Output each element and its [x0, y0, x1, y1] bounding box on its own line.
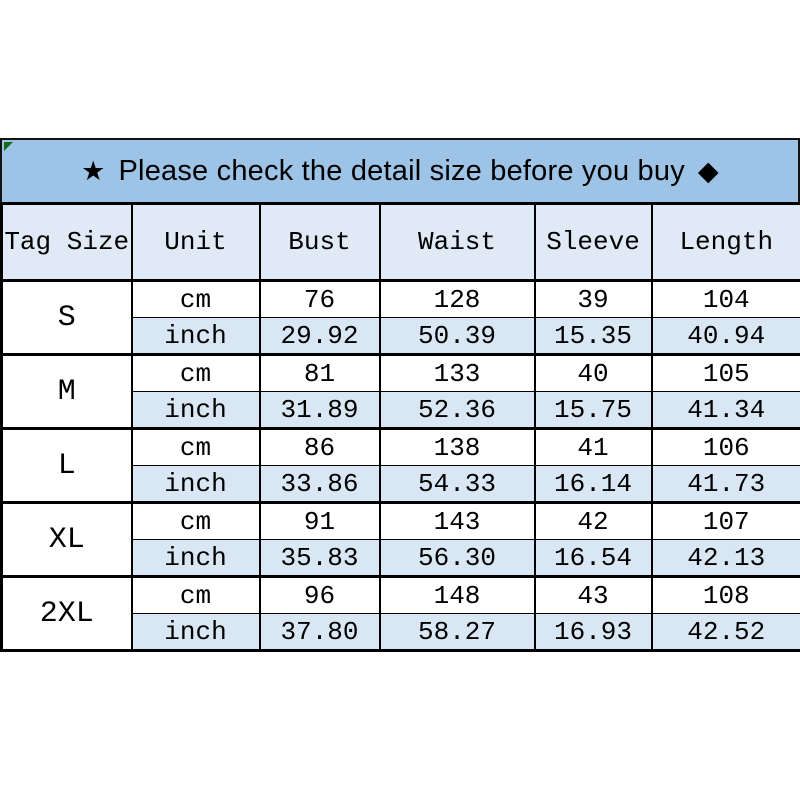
header-tag-size: Tag Size	[0, 202, 133, 282]
size-group-xl: XL cm 91 143 42 107 inch 35.83 56.30 16.…	[0, 501, 800, 578]
header-waist: Waist	[378, 202, 536, 282]
tag-size-cell: S	[0, 279, 133, 355]
tag-size-cell: XL	[0, 501, 133, 577]
header-sleeve: Sleeve	[533, 202, 653, 282]
header-row: Tag Size Unit Bust Waist Sleeve Length	[0, 202, 800, 282]
waist-cm-cell: 148	[378, 575, 536, 614]
table-row: S cm 76 128 39 104	[0, 279, 800, 355]
unit-inch-cell: inch	[130, 539, 261, 578]
star-icon: ★	[81, 155, 106, 186]
waist-inch-cell: 54.33	[378, 465, 536, 504]
sleeve-cm-cell: 41	[533, 427, 653, 466]
tag-size-cell: M	[0, 353, 133, 429]
sleeve-cm-cell: 39	[533, 279, 653, 318]
table-row: 2XL cm 96 148 43 108	[0, 575, 800, 651]
bust-inch-cell: 35.83	[258, 539, 381, 578]
diamond-icon: ◆	[697, 155, 719, 186]
bust-inch-cell: 37.80	[258, 613, 381, 652]
size-group-2xl: 2XL cm 96 148 43 108 inch 37.80 58.27 16…	[0, 575, 800, 652]
unit-inch-cell: inch	[130, 317, 261, 356]
length-cm-cell: 108	[650, 575, 800, 614]
bust-cm-cell: 76	[258, 279, 381, 318]
unit-cm-cell: cm	[130, 353, 261, 392]
tag-size-cell: 2XL	[0, 575, 133, 651]
sleeve-inch-cell: 16.93	[533, 613, 653, 652]
table-row: M cm 81 133 40 105	[0, 353, 800, 429]
bust-inch-cell: 33.86	[258, 465, 381, 504]
length-cm-cell: 104	[650, 279, 800, 318]
tag-size-cell: L	[0, 427, 133, 503]
length-cm-cell: 107	[650, 501, 800, 540]
waist-cm-cell: 138	[378, 427, 536, 466]
unit-cm-cell: cm	[130, 427, 261, 466]
waist-cm-cell: 128	[378, 279, 536, 318]
size-group-s: S cm 76 128 39 104 inch 29.92 50.39 15.3…	[0, 279, 800, 356]
table-row: inch 29.92 50.39 15.35 40.94	[2, 317, 800, 356]
unit-cm-cell: cm	[130, 279, 261, 318]
size-group-l: L cm 86 138 41 106 inch 33.86 54.33 16.1…	[0, 427, 800, 504]
size-group-m: M cm 81 133 40 105 inch 31.89 52.36 15.7…	[0, 353, 800, 430]
bust-cm-cell: 96	[258, 575, 381, 614]
sleeve-inch-cell: 15.75	[533, 391, 653, 430]
length-cm-cell: 105	[650, 353, 800, 392]
header-unit: Unit	[130, 202, 261, 282]
corner-marker-icon	[4, 142, 13, 151]
sleeve-cm-cell: 42	[533, 501, 653, 540]
length-cm-cell: 106	[650, 427, 800, 466]
bust-cm-cell: 91	[258, 501, 381, 540]
table-row: inch 37.80 58.27 16.93 42.52	[2, 613, 800, 652]
sleeve-inch-cell: 16.54	[533, 539, 653, 578]
notice-banner-text: Please check the detail size before you …	[118, 154, 685, 187]
waist-cm-cell: 133	[378, 353, 536, 392]
table-row: inch 31.89 52.36 15.75 41.34	[2, 391, 800, 430]
bust-inch-cell: 31.89	[258, 391, 381, 430]
length-inch-cell: 41.73	[650, 465, 800, 504]
unit-inch-cell: inch	[130, 613, 261, 652]
bust-cm-cell: 81	[258, 353, 381, 392]
waist-inch-cell: 56.30	[378, 539, 536, 578]
sleeve-cm-cell: 40	[533, 353, 653, 392]
bust-inch-cell: 29.92	[258, 317, 381, 356]
sleeve-cm-cell: 43	[533, 575, 653, 614]
header-length: Length	[650, 202, 800, 282]
length-inch-cell: 42.52	[650, 613, 800, 652]
table-row: inch 35.83 56.30 16.54 42.13	[2, 539, 800, 578]
sleeve-inch-cell: 15.35	[533, 317, 653, 356]
length-inch-cell: 41.34	[650, 391, 800, 430]
waist-inch-cell: 50.39	[378, 317, 536, 356]
bust-cm-cell: 86	[258, 427, 381, 466]
size-table: Tag Size Unit Bust Waist Sleeve Length S…	[0, 202, 800, 652]
header-bust: Bust	[258, 202, 381, 282]
unit-cm-cell: cm	[130, 501, 261, 540]
waist-inch-cell: 58.27	[378, 613, 536, 652]
length-inch-cell: 42.13	[650, 539, 800, 578]
notice-banner: ★ Please check the detail size before yo…	[0, 138, 800, 204]
waist-inch-cell: 52.36	[378, 391, 536, 430]
table-row: XL cm 91 143 42 107	[0, 501, 800, 577]
waist-cm-cell: 143	[378, 501, 536, 540]
unit-inch-cell: inch	[130, 391, 261, 430]
unit-cm-cell: cm	[130, 575, 261, 614]
table-row: inch 33.86 54.33 16.14 41.73	[2, 465, 800, 504]
sleeve-inch-cell: 16.14	[533, 465, 653, 504]
unit-inch-cell: inch	[130, 465, 261, 504]
table-row: L cm 86 138 41 106	[0, 427, 800, 503]
length-inch-cell: 40.94	[650, 317, 800, 356]
